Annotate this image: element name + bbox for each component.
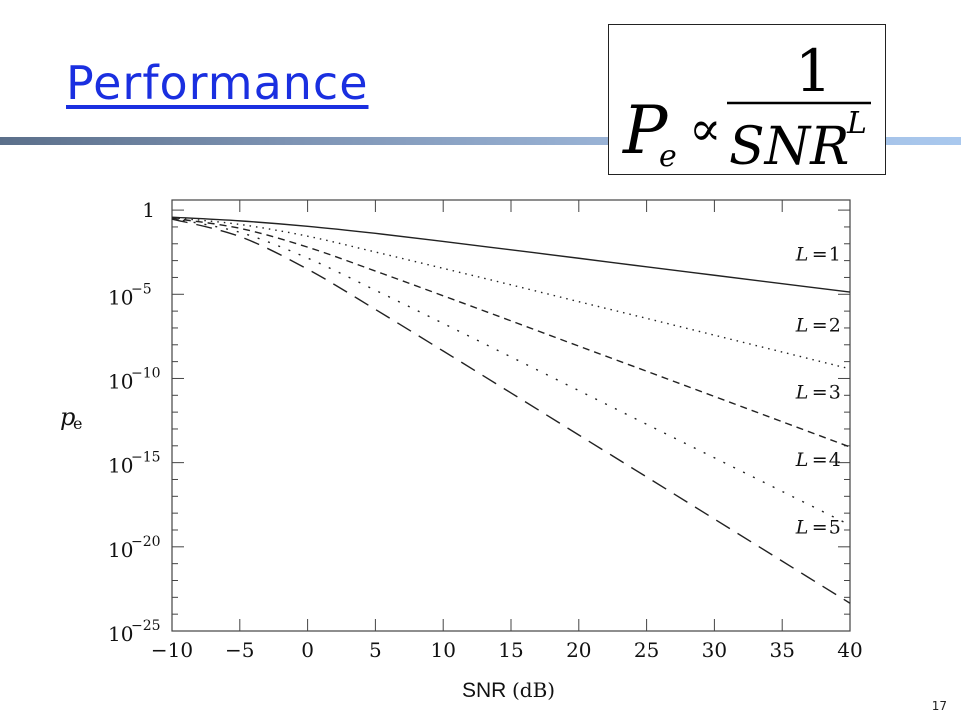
x-tick-label: 5 (369, 638, 382, 662)
page-number: 17 (931, 699, 947, 713)
x-tick-label: 10 (430, 638, 455, 662)
series-label-equals: = (812, 382, 828, 404)
formula-svg: P e ∝ 1 SNR L (622, 37, 871, 176)
series-label-L: L (795, 314, 809, 336)
plot-area: −10 −5 0 5 10 15 20 25 30 35 40110−510−1010−1510−2… (108, 198, 863, 662)
series-label-value: 2 (829, 314, 841, 336)
x-axis-label-main: SNR (462, 679, 506, 702)
series-label-L: L (795, 244, 809, 266)
x-tick-label: 40 (837, 638, 862, 662)
formula-lhs-main: P (622, 92, 669, 169)
formula-lhs-sub: e (659, 139, 677, 174)
x-tick-label: 15 (498, 638, 523, 662)
y-axis-label-main: p (60, 403, 75, 431)
y-tick-label: 10 (108, 454, 133, 478)
series-label-equals: = (812, 244, 828, 266)
y-tick-label-exponent: −5 (131, 281, 152, 297)
y-axis-label-sub: e (73, 414, 82, 433)
formula-numerator: 1 (795, 37, 832, 105)
y-tick-label: 10 (108, 538, 133, 562)
series-label-L: L (795, 516, 809, 538)
series-line-L4 (171, 217, 851, 526)
slide-title: Performance (66, 56, 369, 110)
series-label-equals: = (812, 449, 828, 471)
y-tick-label: 10 (108, 622, 133, 646)
formula-denominator-main: SNR (729, 117, 849, 176)
y-tick-label: 1 (142, 198, 155, 222)
series-label-equals: = (812, 516, 828, 538)
series-line-L3 (171, 217, 851, 448)
series-label-value: 5 (829, 516, 841, 538)
x-tick-label: −5 (225, 638, 254, 662)
series-line-L5 (171, 218, 851, 604)
y-tick-label-exponent: −15 (131, 450, 161, 466)
series-line-L1 (171, 216, 851, 293)
y-tick-label-exponent: −10 (131, 365, 161, 381)
plot-frame (171, 199, 851, 632)
series-label-L: L (795, 449, 809, 471)
series-label-equals: = (812, 314, 828, 336)
x-axis-label-unit: (dB) (512, 678, 555, 702)
formula-box: P e ∝ 1 SNR L (608, 24, 886, 176)
title-divider-bar (0, 137, 961, 145)
y-tick-label-exponent: −20 (131, 534, 161, 550)
y-tick-label-exponent: −25 (131, 618, 161, 634)
x-tick-label: 0 (301, 638, 314, 662)
series-label-value: 3 (829, 382, 841, 404)
series-label-value: 1 (829, 244, 841, 266)
formula-denominator-sup: L (846, 106, 867, 141)
x-tick-label: 20 (566, 638, 591, 662)
series-label-L: L (795, 382, 809, 404)
y-tick-label: 10 (108, 369, 133, 393)
x-tick-label: 25 (634, 638, 659, 662)
y-tick-label: 10 (108, 285, 133, 309)
x-tick-label: −10 (151, 638, 193, 662)
series-label-value: 4 (829, 449, 841, 471)
series-line-L2 (171, 216, 851, 370)
formula-relation: ∝ (689, 101, 721, 157)
x-tick-label: 30 (702, 638, 727, 662)
x-tick-label: 35 (769, 638, 794, 662)
